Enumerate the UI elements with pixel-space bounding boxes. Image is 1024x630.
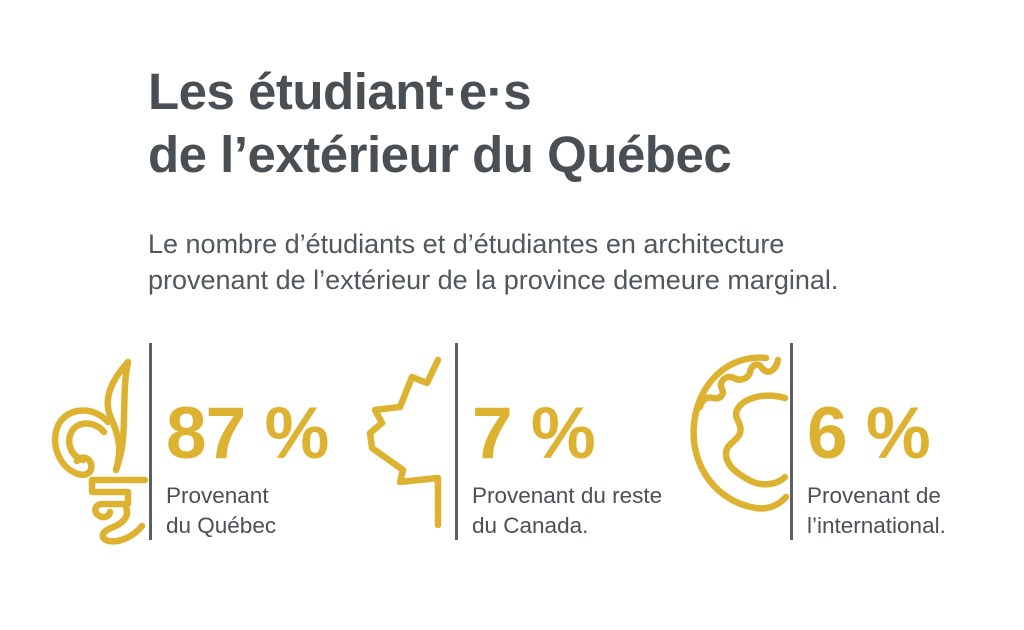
divider-bar-2	[455, 343, 458, 540]
stat-canada-label: Provenant du reste du Canada.	[472, 483, 663, 538]
stat-international-value: 6 %	[807, 393, 931, 474]
page-subtitle: Le nombre d’étudiants et d’étudiantes en…	[148, 226, 838, 298]
stat-quebec-value: 87 %	[166, 393, 329, 474]
stat-quebec: 87 % Provenant du Québec	[166, 393, 329, 541]
divider-bar-1	[149, 343, 152, 540]
page-title: Les étudiant·e·s de l’extérieur du Québe…	[148, 60, 732, 186]
page-title-line1: Les étudiant·e·s	[148, 63, 532, 120]
stat-international: 6 % Provenant de l’international.	[807, 397, 946, 541]
page-title-line2: de l’extérieur du Québec	[148, 126, 732, 183]
page-subtitle-line2: provenant de l’extérieur de la province …	[148, 265, 839, 295]
globe-icon	[688, 350, 794, 540]
divider-bar-3	[790, 343, 793, 540]
fleur-de-lis-icon	[48, 352, 149, 553]
stat-canada: 7 % Provenant du reste du Canada.	[472, 397, 662, 541]
stat-international-label: Provenant de l’international.	[807, 483, 946, 538]
stat-quebec-label: Provenant du Québec	[166, 483, 277, 538]
maple-leaf-icon	[355, 352, 455, 537]
stat-canada-value: 7 %	[472, 393, 596, 474]
page-subtitle-line1: Le nombre d’étudiants et d’étudiantes en…	[148, 229, 785, 259]
